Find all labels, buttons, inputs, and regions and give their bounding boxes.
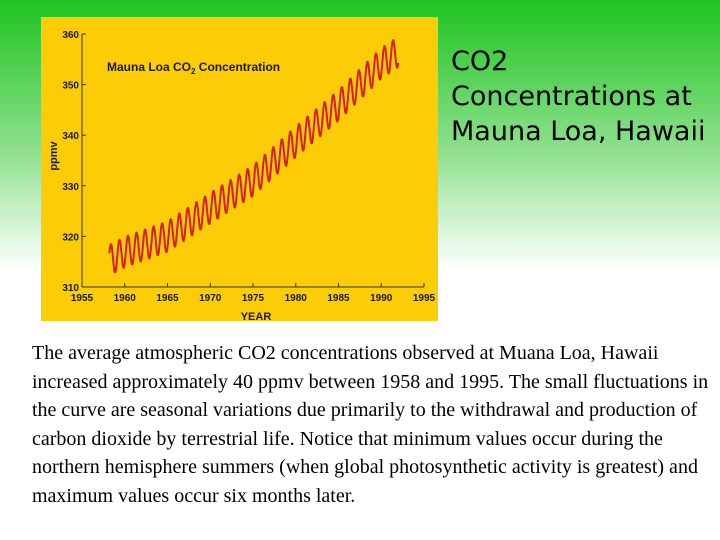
x-tick-label: 1960 bbox=[114, 293, 137, 304]
co2-line-chart: 310 320 330 340 350 360 1955 1960 1965 1970 1975 19… bbox=[48, 30, 436, 321]
slide-body-text: The average atmospheric CO2 concentratio… bbox=[32, 342, 709, 507]
x-tick-label: 1990 bbox=[370, 293, 393, 304]
y-tick-label: 350 bbox=[62, 81, 79, 92]
chart-series bbox=[108, 39, 400, 274]
y-tick-label: 310 bbox=[62, 283, 79, 294]
x-tick-label: 1995 bbox=[413, 293, 436, 304]
slide-title: CO2 Concentrations at Mauna Loa, Hawaii bbox=[451, 46, 706, 147]
y-axis-title: ppmv bbox=[48, 140, 60, 170]
x-tick-label: 1980 bbox=[285, 293, 308, 304]
y-tick-label: 330 bbox=[62, 182, 79, 193]
co2-series-line bbox=[108, 39, 400, 274]
x-tick-label: 1965 bbox=[156, 293, 179, 304]
x-tick-label: 1970 bbox=[199, 293, 222, 304]
x-tick-label: 1985 bbox=[327, 293, 350, 304]
chart-panel: 310 320 330 340 350 360 1955 1960 1965 1970 1975 19… bbox=[41, 17, 438, 321]
chart-axes: 310 320 330 340 350 360 1955 1960 1965 1970 1975 19… bbox=[62, 30, 435, 304]
y-tick-label: 320 bbox=[62, 232, 79, 243]
chart-title: Mauna Loa CO2 Concentration bbox=[107, 60, 280, 76]
y-tick-label: 360 bbox=[62, 30, 79, 41]
x-tick-label: 1955 bbox=[71, 293, 94, 304]
x-tick-label: 1975 bbox=[242, 293, 265, 304]
y-tick-label: 340 bbox=[62, 131, 79, 142]
x-axis-title: YEAR bbox=[241, 311, 272, 321]
